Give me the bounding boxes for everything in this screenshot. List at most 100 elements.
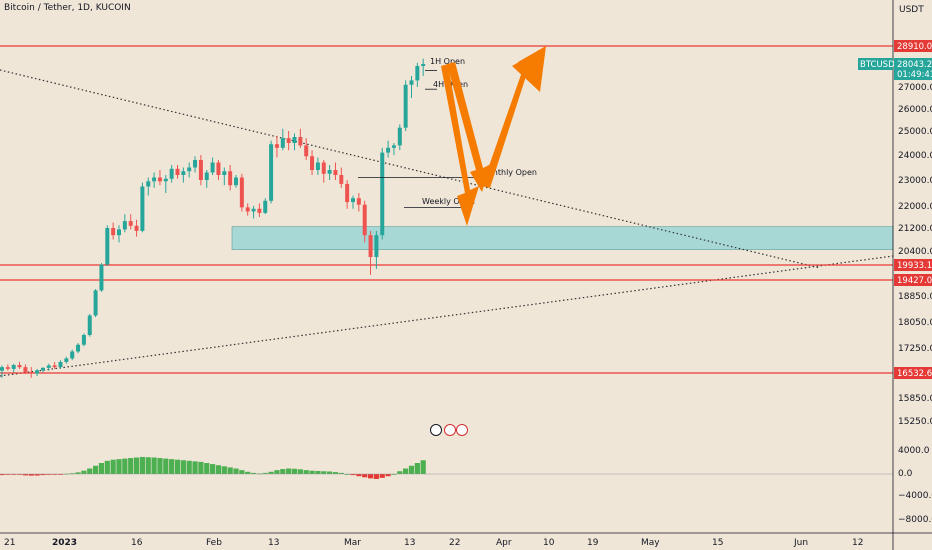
candle-body (5, 367, 10, 369)
support-zone (231, 226, 894, 250)
candle-body (122, 221, 127, 230)
oscillator-bar (157, 458, 163, 474)
candle-body (228, 171, 233, 186)
candle-body (251, 208, 256, 212)
oscillator-bar (356, 474, 362, 477)
candle-body (239, 177, 244, 208)
x-tick-label: 2023 (52, 538, 77, 548)
x-tick-label: Jun (793, 538, 808, 548)
y-tick-label: 18050.0 (898, 318, 932, 328)
oscillator-bar (139, 456, 145, 474)
oscillator-bar (414, 463, 420, 474)
oscillator-bar (104, 460, 110, 474)
candle-body (111, 228, 116, 236)
candle-body (245, 207, 250, 212)
candle-body (134, 225, 139, 231)
x-tick-label: 12 (852, 538, 863, 548)
oscillator-bar (268, 471, 274, 474)
oscillator-bar (367, 474, 374, 479)
y-tick-label: 17250.0 (898, 344, 932, 354)
oscillator-bar (291, 468, 298, 474)
candle-body (81, 335, 86, 345)
projection-arrow (441, 64, 479, 226)
oscillator-bar (116, 459, 122, 474)
candle-body (128, 221, 133, 226)
candle-body (210, 162, 215, 173)
oscillator-bar (52, 474, 58, 475)
candle-body (0, 367, 4, 371)
candle-body (198, 160, 203, 180)
oscillator-bar (315, 470, 321, 474)
candle-body (187, 167, 192, 172)
candle-body (321, 162, 326, 174)
candle-body (163, 178, 168, 182)
oscillator-bar (385, 474, 391, 477)
oscillator-bar (0, 474, 5, 476)
x-tick-label: Mar (344, 538, 361, 548)
oscillator-bar (81, 470, 87, 474)
oscillator-bar (233, 468, 239, 474)
oscillator-bar (192, 461, 198, 474)
oscillator-bar (46, 474, 52, 475)
candle-body (339, 175, 344, 184)
oscillator-bar (297, 469, 303, 474)
candle-body (380, 152, 385, 236)
oscillator-bar (145, 457, 151, 474)
candle-body (391, 145, 396, 148)
oscillator-bar (186, 460, 192, 474)
y-tick-label: 15850.0 (898, 394, 932, 404)
symbol-tag-label: BTCUSDT (860, 60, 901, 70)
candle-body (421, 63, 426, 67)
oscillator-tick-label: −4000.0 (898, 491, 932, 501)
candle-body (216, 162, 221, 175)
oscillator-bar (303, 470, 309, 474)
oscillator-bar (57, 474, 64, 475)
candle-body (257, 208, 262, 213)
candle-body (397, 127, 402, 146)
price-tag (894, 367, 932, 379)
candle-body (351, 198, 355, 203)
x-tick-label: 10 (543, 538, 555, 548)
candle-body (386, 147, 391, 153)
candle-body (11, 365, 16, 369)
candle-body (263, 200, 268, 213)
candle-body (23, 367, 28, 373)
oscillator-bar (110, 459, 116, 474)
oscillator-bar (16, 474, 23, 475)
countdown-label: 01:49:41 (897, 70, 932, 80)
last-price-tag (894, 57, 932, 80)
oscillator-bar (239, 470, 245, 474)
indicator-icon (456, 424, 468, 436)
oscillator-bar (397, 471, 403, 474)
candle-body (315, 162, 320, 170)
candle-body (292, 137, 297, 143)
x-tick-label: Apr (496, 538, 512, 548)
candle-body (175, 168, 180, 175)
oscillator-tick-label: 0.0 (898, 469, 913, 479)
candle-body (93, 290, 98, 316)
candle-body (99, 264, 104, 291)
oscillator-bar (40, 474, 46, 476)
y-tick-label: 27000.0 (898, 83, 932, 93)
candle-body (298, 137, 303, 146)
oscillator-bar (350, 474, 356, 476)
chart-title: Bitcoin / Tether, 1D, KUCOIN (4, 3, 131, 13)
candle-body (46, 365, 51, 368)
candle-body (356, 198, 361, 205)
candle-body (269, 144, 274, 201)
candle-body (140, 186, 145, 231)
oscillator-bar (69, 473, 75, 474)
oscillator-bar (11, 474, 17, 475)
candle-body (286, 138, 291, 143)
candle-body (409, 80, 414, 85)
oscillator-bar (274, 470, 280, 474)
oscillator-bar (180, 460, 186, 474)
y-tick-label: 26000.0 (898, 105, 932, 115)
candle-body (40, 367, 45, 371)
indicator-icon (430, 424, 442, 436)
annotation-label: 1H Open (430, 57, 465, 66)
candle-body (35, 370, 40, 374)
oscillator-bar (286, 468, 292, 474)
